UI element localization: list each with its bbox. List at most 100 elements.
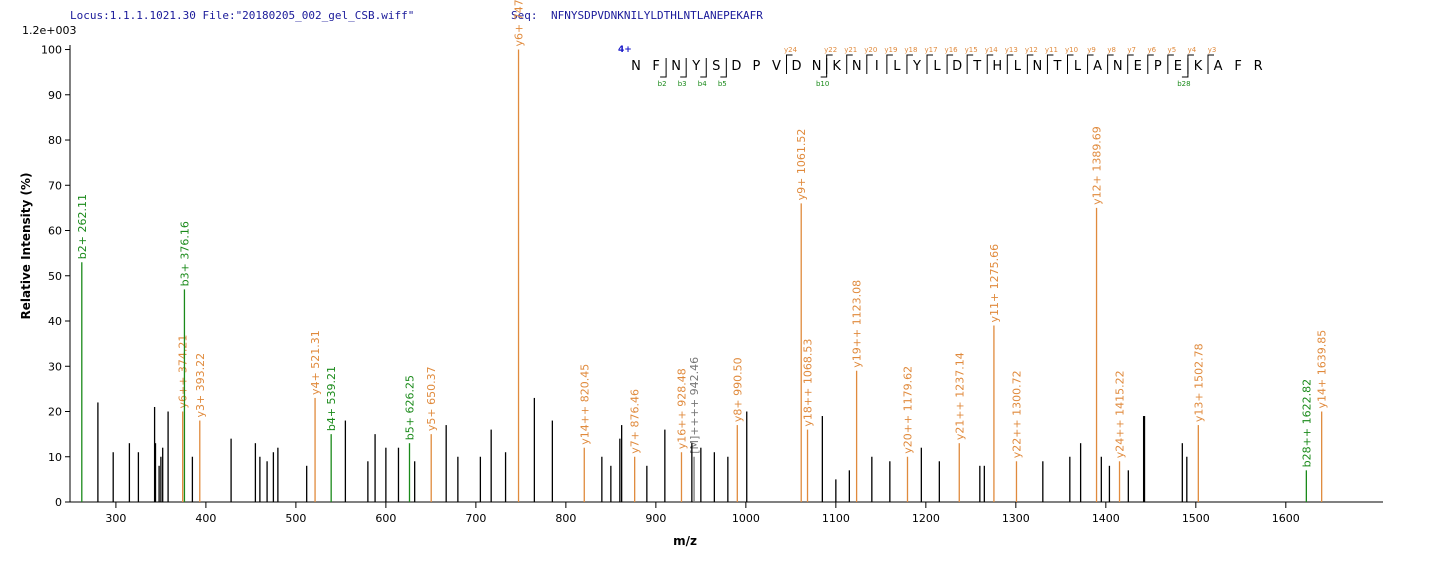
peak-label: y6+ 747.41 xyxy=(513,0,526,47)
locus: Locus:1.1.1.1021.30 File:"20180205_002_g… xyxy=(70,9,414,22)
y-bracket xyxy=(886,54,893,74)
residue: S xyxy=(712,59,720,74)
y-ion: y19 xyxy=(884,46,897,54)
residue: H xyxy=(992,59,1002,74)
y-ion: y17 xyxy=(924,46,937,54)
residue: E xyxy=(1174,59,1182,74)
residue: A xyxy=(1214,59,1223,74)
peak-label: y8+ 990.50 xyxy=(731,357,744,422)
residue: N xyxy=(812,59,822,74)
peak-label: y3+ 393.22 xyxy=(194,353,207,418)
y-bracket xyxy=(1107,54,1114,74)
residue: Y xyxy=(691,59,700,74)
x-tick-label: 700 xyxy=(465,512,486,525)
residue: D xyxy=(952,59,962,74)
peak-label: b5+ 626.25 xyxy=(403,375,416,440)
x-tick-label: 800 xyxy=(555,512,576,525)
residue: F xyxy=(652,59,659,74)
residue: L xyxy=(1014,59,1022,74)
residue: T xyxy=(1052,59,1061,74)
residue: R xyxy=(1254,59,1263,74)
y-tick-label: 70 xyxy=(48,179,62,192)
y-ion: y15 xyxy=(965,46,978,54)
y-tick-label: 20 xyxy=(48,406,62,419)
y-ion: y11 xyxy=(1045,46,1058,54)
residue: N xyxy=(1113,59,1123,74)
y-bracket xyxy=(946,54,954,74)
y-tick-label: 100 xyxy=(41,44,62,57)
x-tick-label: 1400 xyxy=(1092,512,1120,525)
y-bracket xyxy=(1067,54,1074,74)
residue: V xyxy=(772,59,781,74)
peak-label: y14+ 1639.85 xyxy=(1316,330,1329,409)
peak-label: y13+ 1502.78 xyxy=(1192,343,1205,422)
x-tick-label: 1100 xyxy=(822,512,850,525)
peak-label: y7+ 876.46 xyxy=(629,389,642,454)
peak-label: y19++ 1123.08 xyxy=(851,280,864,368)
y-bracket xyxy=(866,54,873,74)
peak-label: y11+ 1275.66 xyxy=(988,244,1001,323)
y-bracket xyxy=(1147,54,1154,74)
residue: A xyxy=(1093,59,1102,74)
peak-label: b4+ 539.21 xyxy=(325,366,338,431)
x-tick-label: 1300 xyxy=(1002,512,1030,525)
peak-label: y12+ 1389.69 xyxy=(1091,126,1104,205)
b-bracket xyxy=(680,58,687,78)
y-ion: y22 xyxy=(824,46,837,54)
peak-label: y18++ 1068.53 xyxy=(802,339,815,427)
y-axis-label: Relative Intensity (%) xyxy=(19,173,33,320)
scale-label: 1.2e+003 xyxy=(22,24,76,37)
y-ion: y7 xyxy=(1127,46,1136,54)
seq-label: Seq: xyxy=(511,9,538,22)
b-ion: b10 xyxy=(816,80,829,88)
y-tick-label: 30 xyxy=(48,360,62,373)
y-ion: y20 xyxy=(864,46,877,54)
b-bracket xyxy=(700,58,707,78)
y-tick-label: 50 xyxy=(48,270,62,283)
seq: NFNYSDPVDNKNILYLDTHLNTLANEPEKAFR xyxy=(551,9,763,22)
residue: D xyxy=(792,59,802,74)
charge: 4+ xyxy=(618,45,632,55)
peak-label: b3+ 376.16 xyxy=(178,221,191,286)
peak-label: [M]++++ 942.46 xyxy=(688,357,701,454)
y-ion: y18 xyxy=(904,46,917,54)
b-ion: b5 xyxy=(718,80,727,88)
peak-label: y22++ 1300.72 xyxy=(1010,370,1023,458)
y-ion: y10 xyxy=(1065,46,1078,54)
y-bracket xyxy=(846,54,853,74)
y-ion: y12 xyxy=(1025,46,1038,54)
residue: K xyxy=(1194,59,1203,74)
b-bracket xyxy=(820,58,828,78)
peak-label: y5+ 650.37 xyxy=(425,366,438,431)
residue: N xyxy=(852,59,862,74)
y-ion: y16 xyxy=(945,46,959,54)
peak-label: y6++ 374.21 xyxy=(177,335,190,409)
residue: T xyxy=(972,59,981,74)
b-ion: b3 xyxy=(678,80,687,88)
peak-label: b2+ 262.11 xyxy=(76,194,89,259)
y-tick-label: 10 xyxy=(48,451,62,464)
x-tick-label: 300 xyxy=(105,512,126,525)
residue: I xyxy=(875,59,879,74)
y-ion: y4 xyxy=(1188,46,1197,54)
residue: L xyxy=(933,59,941,74)
peak-label: y14++ 820.45 xyxy=(578,364,591,445)
y-bracket xyxy=(1006,54,1014,74)
y-tick-label: 60 xyxy=(48,225,62,238)
x-tick-label: 500 xyxy=(285,512,306,525)
peak-label: y9+ 1061.52 xyxy=(795,129,808,201)
y-ion: y3 xyxy=(1208,46,1217,54)
b-ion: b28 xyxy=(1177,80,1190,88)
y-ion: y14 xyxy=(985,46,999,54)
x-tick-label: 400 xyxy=(195,512,216,525)
residue: L xyxy=(893,59,901,74)
residue: K xyxy=(832,59,841,74)
peak-label: b28++ 1622.82 xyxy=(1300,379,1313,467)
y-bracket xyxy=(1046,54,1054,74)
residue: N xyxy=(671,59,681,74)
residue: Y xyxy=(912,59,921,74)
y-bracket xyxy=(926,54,934,74)
y-bracket xyxy=(1026,54,1034,74)
y-tick-label: 80 xyxy=(48,134,62,147)
